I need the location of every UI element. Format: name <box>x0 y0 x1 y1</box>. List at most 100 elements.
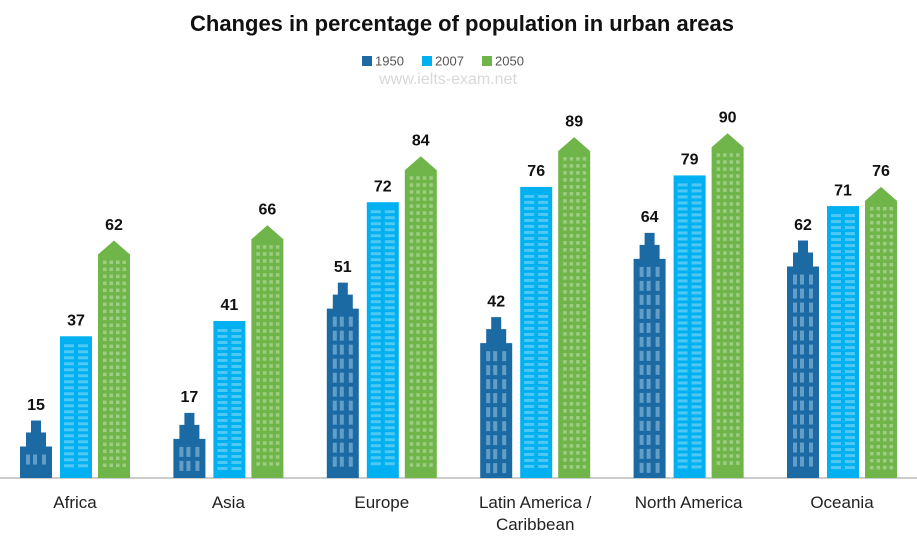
window <box>78 380 88 384</box>
window <box>262 420 267 424</box>
window <box>384 360 395 364</box>
data-label: 90 <box>719 110 737 127</box>
window <box>677 231 688 235</box>
window <box>691 291 702 295</box>
window <box>217 358 228 362</box>
window <box>269 245 273 249</box>
window <box>524 206 535 210</box>
window <box>116 386 120 391</box>
window <box>889 269 893 274</box>
window <box>262 252 267 256</box>
x-tick-label: Africa <box>53 493 97 512</box>
window <box>524 290 535 294</box>
window <box>524 326 535 330</box>
window <box>576 206 580 210</box>
window <box>831 298 841 302</box>
window <box>576 388 580 392</box>
chart-title: Changes in percentage of population in u… <box>190 11 734 36</box>
window <box>275 434 280 438</box>
window <box>809 456 813 467</box>
window <box>845 322 855 326</box>
window <box>78 386 88 390</box>
window <box>422 211 427 215</box>
window <box>646 378 651 389</box>
window <box>217 370 228 374</box>
window <box>538 392 549 396</box>
window <box>883 234 887 239</box>
window <box>569 416 574 420</box>
window <box>122 281 126 286</box>
window <box>569 297 574 301</box>
window <box>409 183 414 187</box>
window <box>109 309 113 314</box>
window <box>524 458 535 462</box>
window <box>538 284 549 288</box>
window <box>677 225 688 229</box>
window <box>370 288 381 292</box>
window <box>422 330 427 334</box>
window <box>655 462 660 473</box>
window <box>582 157 587 161</box>
window <box>538 224 549 228</box>
window <box>563 374 567 378</box>
window <box>416 435 420 439</box>
window <box>870 220 874 225</box>
window <box>486 407 491 418</box>
window <box>370 330 381 334</box>
window <box>870 430 874 435</box>
window <box>582 276 587 280</box>
window <box>582 458 587 462</box>
window <box>889 353 893 358</box>
window <box>723 426 727 430</box>
window <box>339 428 344 439</box>
window <box>809 372 813 383</box>
window <box>256 455 260 459</box>
window <box>729 363 734 367</box>
window <box>348 414 353 425</box>
window <box>883 339 887 344</box>
window <box>486 393 491 404</box>
window <box>524 236 535 240</box>
window <box>677 213 688 217</box>
window <box>524 422 535 426</box>
window <box>217 340 228 344</box>
window <box>262 308 267 312</box>
window <box>262 301 267 305</box>
window <box>422 288 427 292</box>
window <box>524 410 535 414</box>
window <box>723 447 727 451</box>
window <box>409 393 414 397</box>
window <box>370 240 381 244</box>
data-label: 71 <box>834 182 852 199</box>
window <box>677 459 688 463</box>
window <box>122 274 126 279</box>
window <box>217 412 228 416</box>
window <box>723 405 727 409</box>
window <box>883 283 887 288</box>
window <box>569 353 574 357</box>
window <box>78 440 88 444</box>
window <box>889 388 893 393</box>
window <box>691 387 702 391</box>
legend-label: 1950 <box>375 53 404 68</box>
window <box>256 427 260 431</box>
window <box>845 292 855 296</box>
window <box>889 220 893 225</box>
window <box>563 227 567 231</box>
window <box>582 430 587 434</box>
window <box>876 290 880 295</box>
window <box>729 230 734 234</box>
data-label: 62 <box>794 217 812 234</box>
window <box>736 167 740 171</box>
window <box>845 460 855 464</box>
window <box>729 216 734 220</box>
window <box>422 372 427 376</box>
window <box>538 344 549 348</box>
window <box>64 404 74 408</box>
window <box>582 220 587 224</box>
window <box>716 174 721 178</box>
window <box>231 454 242 458</box>
window <box>269 343 273 347</box>
window <box>422 246 427 250</box>
window <box>729 447 734 451</box>
